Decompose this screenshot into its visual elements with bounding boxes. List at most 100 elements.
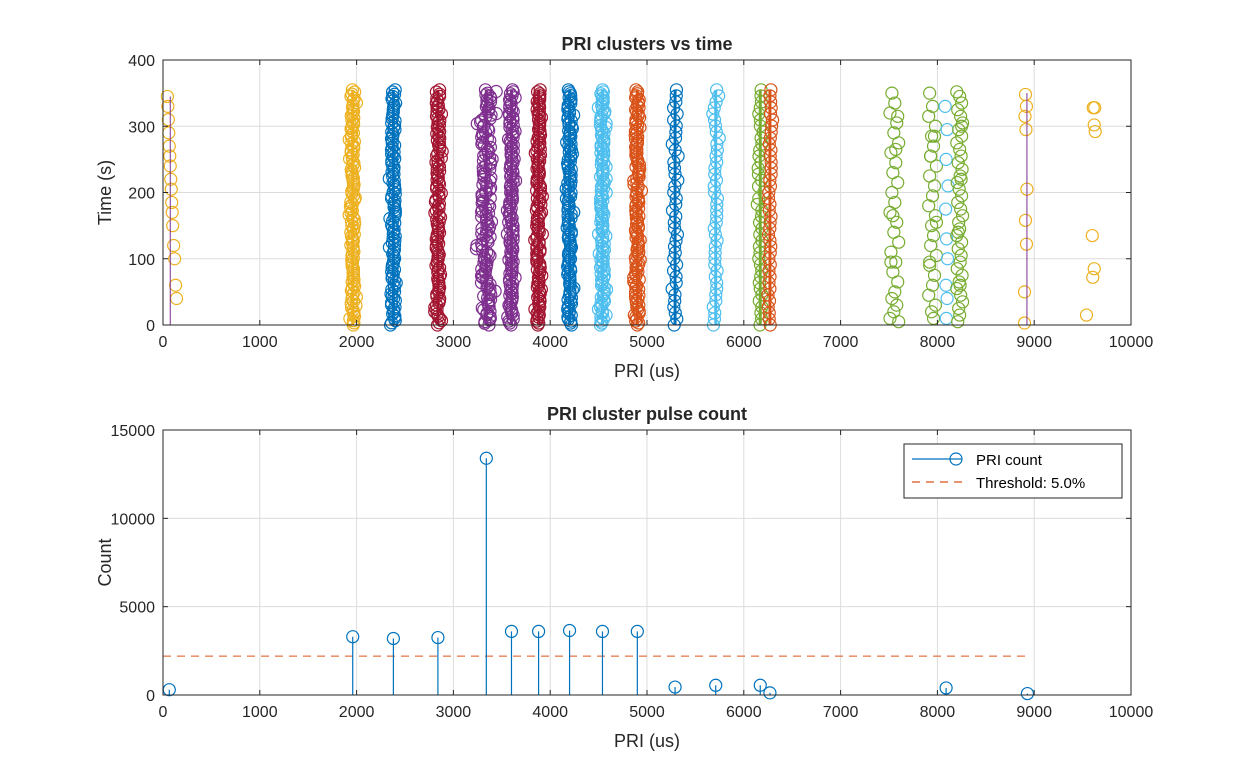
scatter-point bbox=[483, 282, 497, 297]
stem-marker bbox=[763, 686, 777, 700]
scatter-series bbox=[922, 86, 944, 325]
scatter-point bbox=[939, 202, 953, 216]
scatter-point bbox=[886, 209, 900, 223]
y-tick-label: 400 bbox=[128, 53, 155, 70]
scatter-point bbox=[928, 298, 943, 312]
scatter-point bbox=[432, 118, 447, 132]
scatter-point bbox=[939, 232, 954, 246]
scatter-series bbox=[469, 83, 503, 332]
stem-marker bbox=[479, 451, 493, 465]
scatter-series bbox=[382, 83, 403, 332]
scatter-point bbox=[954, 248, 968, 263]
scatter-point bbox=[924, 305, 939, 319]
scatter-point bbox=[665, 137, 679, 151]
scatter-point bbox=[926, 228, 941, 243]
y-tick-label: 15000 bbox=[111, 423, 156, 440]
scatter-point bbox=[629, 284, 643, 299]
y-tick-label: 0 bbox=[146, 688, 155, 705]
scatter-point bbox=[950, 262, 964, 276]
scatter-point bbox=[165, 205, 179, 219]
scatter-point bbox=[883, 311, 897, 325]
scatter-point bbox=[382, 171, 396, 186]
scatter-point bbox=[939, 152, 953, 166]
y-tick-label: 300 bbox=[128, 119, 155, 136]
scatter-point bbox=[929, 215, 944, 229]
top-axes-marks bbox=[160, 83, 1102, 332]
scatter-point bbox=[433, 113, 447, 128]
x-tick-label: 10000 bbox=[1109, 334, 1154, 351]
scatter-point bbox=[892, 235, 906, 249]
scatter-point bbox=[710, 191, 725, 205]
scatter-point bbox=[953, 278, 967, 292]
bottom-axes: 0 1000 2000 3000 4000 5000 6000 7000 8000 9000 100… bbox=[95, 404, 1153, 751]
scatter-point bbox=[955, 209, 970, 223]
scatter-point bbox=[938, 99, 952, 113]
scatter-point bbox=[164, 182, 178, 196]
x-tick-label: 1000 bbox=[242, 334, 278, 351]
stem-marker bbox=[431, 630, 445, 645]
scatter-point bbox=[953, 142, 967, 157]
scatter-point bbox=[889, 156, 903, 170]
scatter-point bbox=[1087, 118, 1101, 132]
scatter-point bbox=[712, 131, 726, 145]
x-tick-label: 5000 bbox=[629, 704, 665, 721]
scatter-point bbox=[952, 301, 966, 316]
scatter-point bbox=[950, 136, 964, 150]
scatter-point bbox=[926, 139, 941, 153]
scatter-point bbox=[428, 206, 442, 220]
x-tick-label: 0 bbox=[159, 704, 168, 721]
scatter-point bbox=[530, 219, 544, 233]
legend: PRI count Threshold: 5.0% bbox=[903, 443, 1123, 499]
scatter-point bbox=[892, 315, 906, 329]
scatter-series bbox=[591, 83, 614, 332]
scatter-point bbox=[885, 86, 899, 100]
scatter-point bbox=[670, 227, 685, 242]
scatter-point bbox=[632, 288, 646, 302]
scatter-series bbox=[761, 83, 780, 332]
scatter-point bbox=[940, 252, 955, 266]
top-chart-title: PRI clusters vs time bbox=[561, 34, 732, 54]
scatter-point bbox=[955, 162, 969, 176]
scatter-point bbox=[891, 109, 905, 123]
y-tick-label: 200 bbox=[128, 186, 155, 203]
scatter-point bbox=[168, 278, 183, 292]
scatter-series bbox=[665, 83, 685, 332]
scatter-point bbox=[922, 109, 936, 123]
scatter-point bbox=[952, 215, 966, 229]
x-tick-label: 2000 bbox=[339, 334, 375, 351]
scatter-point bbox=[489, 84, 503, 99]
scatter-point bbox=[384, 287, 398, 301]
scatter-point bbox=[953, 308, 967, 322]
x-tick-label: 9000 bbox=[1016, 704, 1052, 721]
scatter-point bbox=[891, 175, 905, 190]
x-tick-label: 7000 bbox=[823, 334, 859, 351]
scatter-point bbox=[1017, 316, 1032, 330]
y-tick-label: 100 bbox=[128, 252, 155, 269]
scatter-point bbox=[1088, 124, 1102, 139]
scatter-point bbox=[1085, 228, 1099, 243]
scatter-point bbox=[483, 293, 498, 307]
stem-marker bbox=[709, 678, 723, 692]
scatter-point bbox=[951, 103, 965, 117]
legend-label-pri-count: PRI count bbox=[976, 452, 1043, 469]
scatter-point bbox=[433, 140, 447, 154]
scatter-point bbox=[883, 106, 897, 120]
scatter-point bbox=[564, 114, 578, 128]
scatter-point bbox=[890, 298, 904, 312]
scatter-point bbox=[628, 132, 643, 146]
bottom-axes-marks bbox=[162, 451, 1035, 701]
stem-marker bbox=[386, 631, 400, 646]
scatter-point bbox=[433, 292, 447, 306]
scatter-point bbox=[489, 106, 503, 121]
legend-label-threshold: Threshold: 5.0% bbox=[976, 475, 1085, 492]
scatter-point bbox=[344, 206, 358, 220]
scatter-point bbox=[750, 197, 764, 211]
scatter-point bbox=[953, 255, 967, 269]
scatter-point bbox=[597, 126, 611, 140]
scatter-point bbox=[954, 129, 969, 143]
bottom-axes-ticks: 0 1000 2000 3000 4000 5000 6000 7000 8000 9000 100… bbox=[111, 423, 1154, 721]
scatter-point bbox=[347, 85, 362, 99]
scatter-point bbox=[533, 243, 547, 257]
x-tick-label: 0 bbox=[159, 334, 168, 351]
